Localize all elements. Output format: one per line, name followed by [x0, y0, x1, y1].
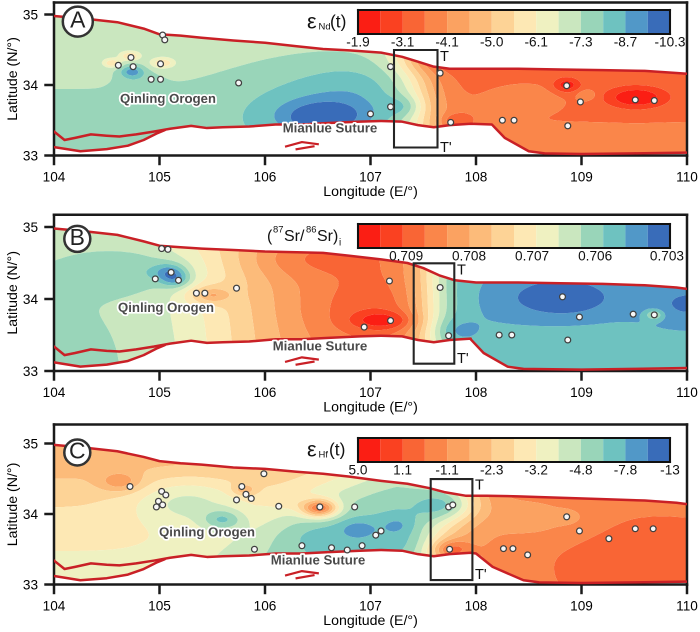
svg-text:-10.3: -10.3: [654, 35, 685, 50]
svg-text:0.708: 0.708: [452, 249, 486, 264]
svg-text:-7.8: -7.8: [614, 463, 637, 478]
svg-text:107: 107: [359, 385, 382, 400]
svg-text:(t): (t): [329, 440, 345, 460]
svg-text:i: i: [339, 238, 341, 249]
svg-text:108: 108: [465, 598, 488, 613]
svg-text:Longitude (E/°): Longitude (E/°): [323, 184, 418, 200]
svg-text:1.1: 1.1: [393, 463, 412, 478]
svg-text:86: 86: [306, 225, 317, 236]
svg-text:-6.1: -6.1: [525, 35, 548, 50]
svg-text:109: 109: [570, 169, 593, 184]
svg-text:35: 35: [23, 220, 38, 235]
svg-text:106: 106: [254, 385, 277, 400]
svg-text:109: 109: [570, 385, 593, 400]
svg-text:105: 105: [148, 385, 171, 400]
svg-text:Sr/: Sr/: [284, 228, 305, 245]
svg-text:ε: ε: [307, 10, 317, 34]
svg-text:34: 34: [23, 78, 39, 93]
svg-text:108: 108: [465, 169, 488, 184]
svg-text:-1.1: -1.1: [435, 463, 458, 478]
svg-text:T': T': [440, 140, 452, 156]
svg-text:34: 34: [23, 507, 39, 522]
svg-text:105: 105: [148, 169, 171, 184]
svg-text:35: 35: [23, 7, 38, 22]
svg-text:Latitude (N/°): Latitude (N/°): [5, 37, 21, 121]
svg-text:105: 105: [148, 598, 171, 613]
svg-text:110: 110: [676, 598, 698, 613]
svg-text:-2.3: -2.3: [480, 463, 503, 478]
svg-text:104: 104: [43, 598, 66, 613]
svg-text:33: 33: [23, 577, 38, 592]
svg-text:A: A: [70, 6, 86, 32]
svg-text:0.707: 0.707: [515, 249, 549, 264]
svg-text:35: 35: [23, 436, 38, 451]
svg-text:108: 108: [465, 385, 488, 400]
svg-text:B: B: [70, 224, 85, 250]
svg-text:Latitude (N/°): Latitude (N/°): [5, 251, 21, 335]
svg-text:C: C: [69, 437, 86, 463]
svg-text:-3.1: -3.1: [391, 35, 414, 50]
svg-text:107: 107: [359, 598, 382, 613]
svg-text:-13: -13: [660, 463, 680, 478]
svg-text:5.0: 5.0: [349, 463, 368, 478]
svg-text:33: 33: [23, 364, 38, 379]
svg-text:0.709: 0.709: [389, 249, 423, 264]
svg-text:Longitude (E/°): Longitude (E/°): [323, 613, 418, 629]
svg-text:-4.8: -4.8: [569, 463, 592, 478]
svg-text:110: 110: [676, 385, 698, 400]
svg-text:(t): (t): [330, 11, 346, 31]
svg-text:0.706: 0.706: [578, 249, 612, 264]
svg-text:87: 87: [273, 225, 284, 236]
svg-text:T': T': [457, 351, 469, 367]
svg-text:34: 34: [23, 292, 39, 307]
svg-text:ε: ε: [307, 438, 317, 462]
svg-text:106: 106: [254, 169, 277, 184]
svg-text:33: 33: [23, 148, 38, 163]
svg-text:Nd: Nd: [319, 21, 331, 32]
svg-text:T: T: [440, 49, 449, 65]
svg-text:-7.3: -7.3: [569, 35, 592, 50]
svg-text:Hf: Hf: [319, 449, 329, 460]
svg-text:110: 110: [676, 169, 698, 184]
svg-text:T: T: [457, 263, 466, 279]
svg-text:-5.0: -5.0: [480, 35, 504, 50]
svg-text:107: 107: [359, 169, 382, 184]
svg-text:T: T: [475, 478, 484, 494]
svg-text:-1.9: -1.9: [346, 35, 369, 50]
svg-text:0.703: 0.703: [650, 249, 684, 264]
svg-text:104: 104: [43, 385, 66, 400]
svg-text:106: 106: [254, 598, 277, 613]
svg-text:Latitude (N/°): Latitude (N/°): [5, 463, 21, 547]
svg-text:-3.2: -3.2: [525, 463, 548, 478]
svg-text:104: 104: [43, 169, 66, 184]
svg-text:Longitude (E/°): Longitude (E/°): [323, 399, 418, 415]
svg-text:T': T': [475, 567, 487, 583]
svg-text:-4.1: -4.1: [435, 35, 458, 50]
svg-text:-8.7: -8.7: [614, 35, 637, 50]
svg-text:109: 109: [570, 598, 593, 613]
svg-text:Sr): Sr): [317, 228, 338, 245]
svg-text:(: (: [267, 228, 273, 245]
